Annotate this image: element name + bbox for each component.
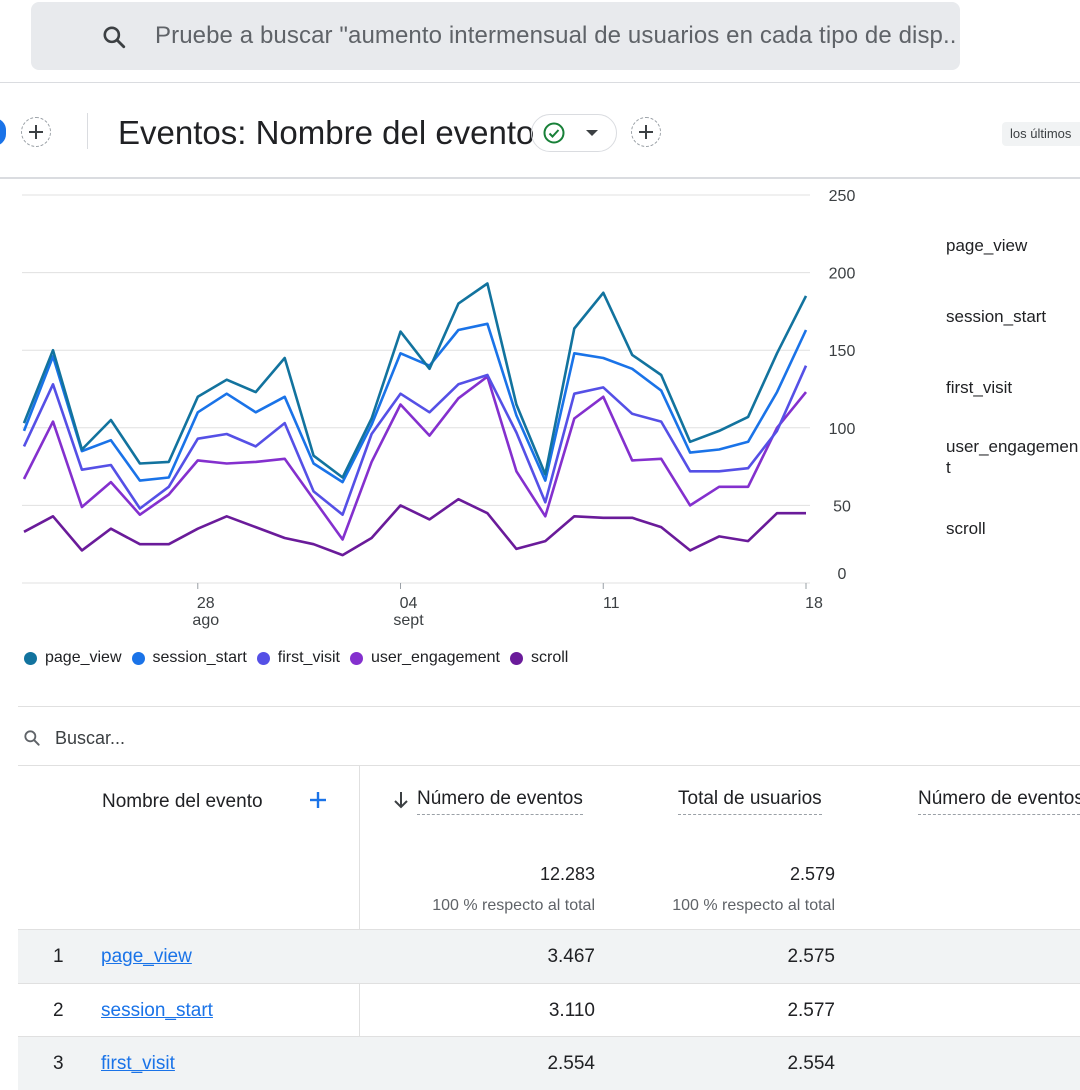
legend-item-scroll[interactable]: scroll xyxy=(509,649,569,667)
column-header-event-name[interactable]: Nombre del evento xyxy=(102,791,263,812)
table-search-input[interactable]: Buscar... xyxy=(55,728,126,748)
row-total-users: 2.554 xyxy=(787,1053,835,1074)
table-search-icon xyxy=(24,730,40,746)
chart-legend: page_view session_start first_visit user_en… xyxy=(24,648,578,668)
x-tick-label: 04 xyxy=(400,595,418,612)
section-divider xyxy=(18,706,1080,707)
legend-dot-icon xyxy=(509,651,523,665)
total-events-percent: 100 % respecto al total xyxy=(432,897,595,914)
series-line-page-view xyxy=(22,282,808,479)
row-index: 1 xyxy=(53,946,64,967)
series-label-user-engagement: user_engagement xyxy=(946,437,1079,477)
table-top-border xyxy=(18,765,1080,766)
add-dimension-icon[interactable] xyxy=(308,790,328,810)
column-divider xyxy=(359,766,360,1080)
date-range-chip[interactable]: los últimos xyxy=(1002,122,1080,146)
series-line-scroll xyxy=(23,497,806,557)
legend-label: first_visit xyxy=(277,649,340,666)
series-label-session-start: session_start xyxy=(946,307,1047,326)
x-tick-sublabel: sept xyxy=(393,612,424,629)
global-search-bar[interactable]: Pruebe a buscar "aumento intermensual de… xyxy=(31,2,960,70)
row-event-count: 2.554 xyxy=(547,1053,595,1074)
column-header-events-per-user[interactable]: Número de eventos xyxy=(918,787,1080,815)
x-tick-sublabel: ago xyxy=(192,612,219,629)
column-header-event-count[interactable]: Número de eventos xyxy=(417,787,583,815)
total-users-percent: 100 % respecto al total xyxy=(672,897,835,914)
total-users: 2.579 xyxy=(789,864,835,884)
x-tick-label: 11 xyxy=(603,595,620,612)
check-circle-icon xyxy=(543,122,565,144)
series-line-first-visit xyxy=(22,365,808,517)
row-event-link[interactable]: session_start xyxy=(101,1000,213,1021)
table-row: 1 page_view 3.467 2.575 xyxy=(18,930,1080,983)
legend-item-user-engagement[interactable]: user_engagement xyxy=(350,649,500,667)
table-row: 3 first_visit 2.554 2.554 xyxy=(18,1037,1080,1090)
legend-item-page-view[interactable]: page_view xyxy=(24,649,122,667)
legend-label: page_view xyxy=(45,649,122,666)
x-tick-label: 18 xyxy=(805,595,823,612)
total-events: 12.283 xyxy=(539,864,595,884)
row-event-count: 3.467 xyxy=(547,946,595,967)
series-label-first-visit: first_visit xyxy=(946,378,1013,397)
row-index: 2 xyxy=(53,1000,64,1021)
legend-dot-icon xyxy=(350,651,363,665)
sort-descending-icon[interactable] xyxy=(392,789,410,811)
add-comparison-button[interactable] xyxy=(21,117,51,147)
card-title: Eventos: Nombre del evento xyxy=(118,114,535,151)
legend-label: user_engagement xyxy=(371,649,500,666)
column-header-total-users[interactable]: Total de usuarios xyxy=(678,787,822,815)
add-filter-button[interactable] xyxy=(631,117,661,147)
series-label-scroll: scroll xyxy=(946,519,986,538)
row-total-users: 2.577 xyxy=(787,1000,835,1021)
y-tick-label: 200 xyxy=(829,266,856,283)
search-icon xyxy=(103,26,126,49)
y-tick-label: 50 xyxy=(833,498,851,515)
row-event-link[interactable]: first_visit xyxy=(101,1053,175,1074)
chevron-down-icon xyxy=(586,130,598,136)
row-divider xyxy=(18,983,1080,984)
table-row: 2 session_start 3.110 2.577 xyxy=(18,984,1080,1037)
y-tick-label: 250 xyxy=(829,188,856,205)
comparison-chip[interactable] xyxy=(0,118,6,146)
top-divider xyxy=(0,82,1080,83)
series-label-page-view: page_view xyxy=(946,236,1028,255)
x-tick-label: 28 xyxy=(197,595,215,612)
legend-dot-icon xyxy=(256,651,270,665)
search-placeholder[interactable]: Pruebe a buscar "aumento intermensual de… xyxy=(155,22,955,49)
row-event-count: 3.110 xyxy=(548,1000,595,1021)
row-total-users: 2.575 xyxy=(787,946,835,967)
series-line-user-engagement xyxy=(22,375,808,541)
legend-label: scroll xyxy=(530,649,569,666)
header-separator xyxy=(87,113,88,149)
row-index: 3 xyxy=(53,1053,64,1074)
totals-divider xyxy=(18,929,1080,930)
y-tick-label: 100 xyxy=(829,421,856,438)
legend-dot-icon xyxy=(24,651,37,665)
header-divider xyxy=(0,177,1080,179)
legend-item-first-visit[interactable]: first_visit xyxy=(256,649,340,667)
series-line-session-start xyxy=(22,322,808,484)
y-tick-label: 0 xyxy=(838,566,847,583)
data-quality-chip[interactable] xyxy=(531,114,617,152)
legend-item-session-start[interactable]: session_start xyxy=(131,649,247,667)
row-event-link[interactable]: page_view xyxy=(101,946,192,967)
row-divider xyxy=(18,1036,1080,1037)
y-tick-label: 150 xyxy=(829,343,856,360)
legend-label: session_start xyxy=(152,649,247,666)
legend-dot-icon xyxy=(131,651,145,665)
